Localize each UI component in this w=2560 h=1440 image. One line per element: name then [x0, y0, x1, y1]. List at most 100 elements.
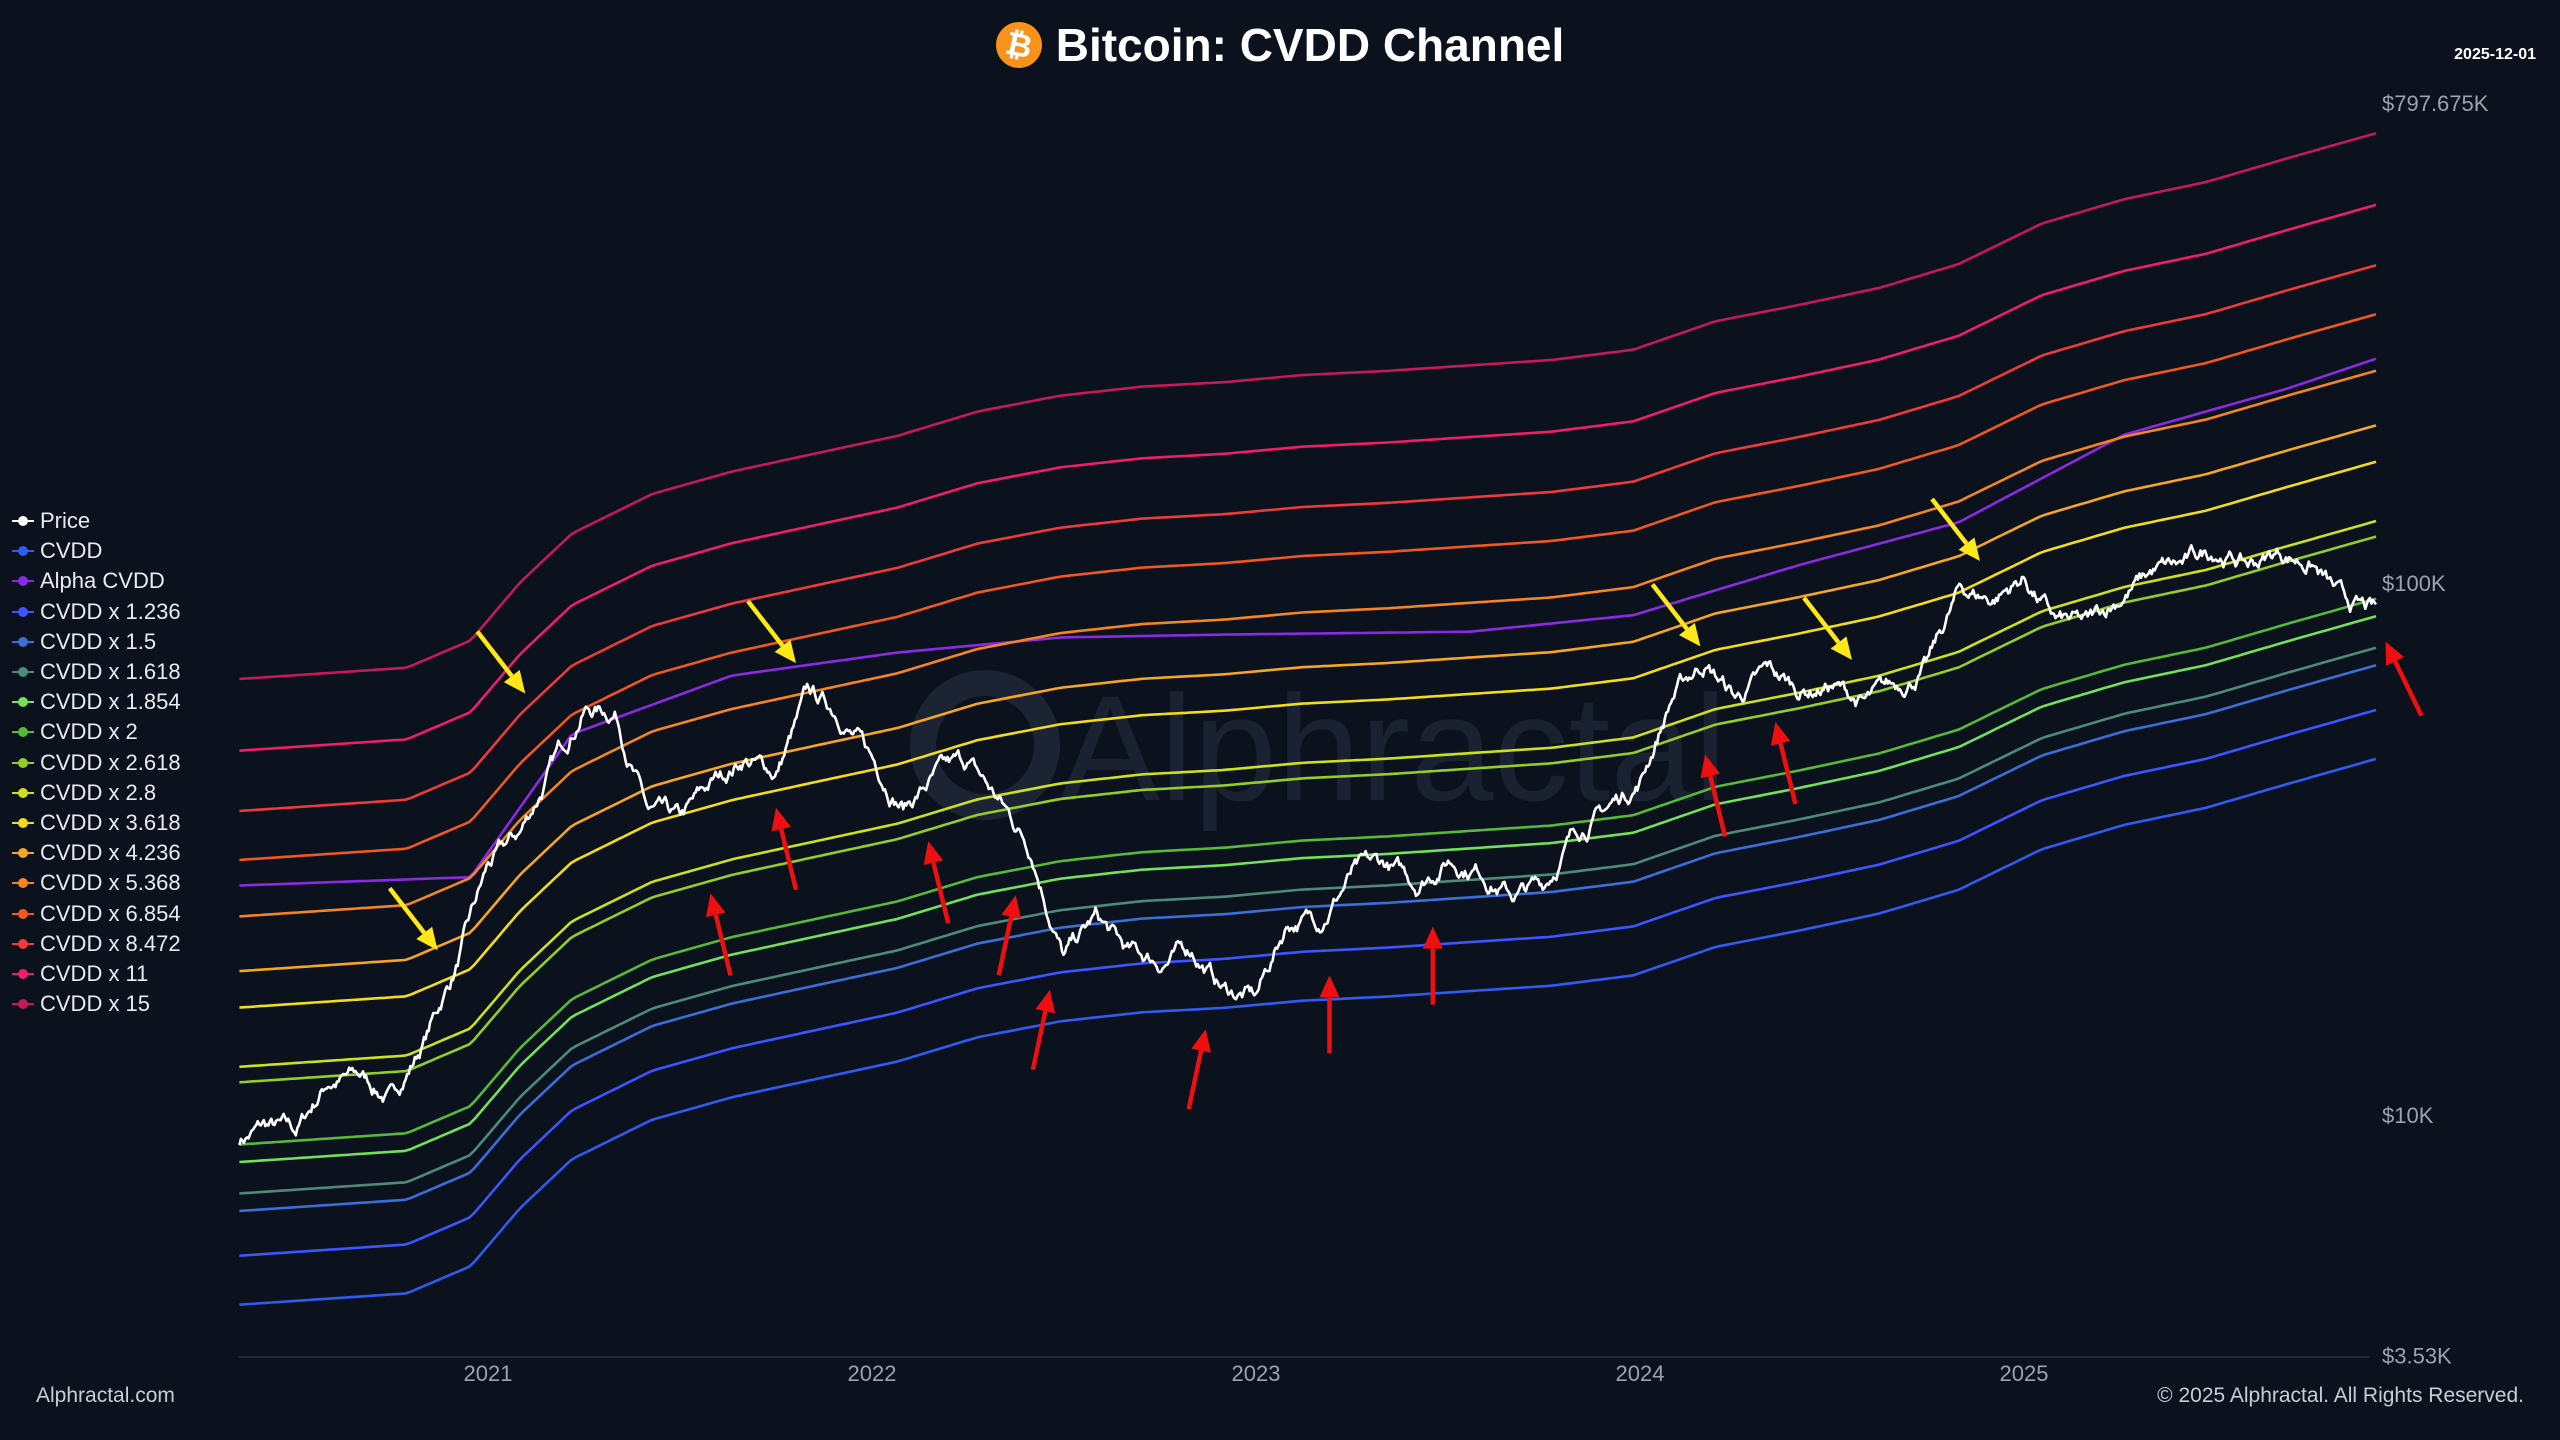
arrow-shaft [713, 914, 733, 976]
legend-marker-icon [12, 545, 34, 557]
annotation-arrow [1802, 596, 1852, 660]
legend-item[interactable]: CVDD [12, 536, 181, 566]
annotation-arrow [1930, 497, 1980, 561]
legend-label: CVDD x 8.472 [40, 930, 181, 956]
x-tick-label: 2024 [1616, 1361, 1665, 1386]
band-line-cvdd-x-4-236 [239, 424, 2377, 973]
legend-marker-icon [12, 515, 34, 527]
legend-marker-icon [12, 998, 34, 1010]
arrow-shaft [475, 630, 514, 678]
annotation-arrow [1770, 721, 1798, 805]
band-line-cvdd [239, 757, 2377, 1306]
legend-item[interactable]: CVDD x 1.236 [12, 597, 181, 627]
arrow-shaft [1650, 583, 1689, 631]
legend-marker-icon [12, 908, 34, 920]
arrow-head [1679, 622, 1701, 647]
band-line-cvdd-x-1-618 [239, 646, 2377, 1195]
legend-item[interactable]: CVDD x 2 [12, 717, 181, 747]
band-line-cvdd-x-2-618 [239, 535, 2377, 1084]
date-stamp: 2025-12-01 [2454, 46, 2536, 63]
legend-marker-icon [12, 636, 34, 648]
arrow-head [1770, 721, 1791, 746]
legend-item[interactable]: CVDD x 3.618 [12, 808, 181, 838]
legend-label: CVDD x 4.236 [40, 840, 181, 866]
band-line-cvdd-x-2-8 [239, 519, 2377, 1069]
band-line-cvdd-x-1-5 [239, 663, 2377, 1213]
annotation-arrow [1700, 754, 1728, 838]
arrow-head [1001, 895, 1021, 919]
chart-title-text: Bitcoin: CVDD Channel [1055, 19, 1565, 71]
legend-item[interactable]: CVDD x 11 [12, 959, 181, 989]
annotation-arrow [923, 841, 951, 924]
annotation-arrow [475, 630, 526, 694]
legend-marker-icon [12, 817, 34, 829]
arrow-head [1422, 926, 1443, 949]
annotation-arrow [996, 895, 1021, 976]
arrow-head [1830, 636, 1852, 660]
arrow-head [771, 807, 791, 832]
arrow-shaft [1708, 775, 1728, 838]
footer-site: Alphractal.com [36, 1384, 175, 1407]
legend-item[interactable]: CVDD x 6.854 [12, 898, 181, 928]
arrow-head [774, 639, 796, 664]
arrow-head [503, 669, 526, 694]
arrow-head [1700, 754, 1720, 779]
legend-label: CVDD x 15 [40, 991, 151, 1017]
annotation-arrow [387, 886, 438, 951]
arrow-shaft [996, 916, 1014, 976]
legend-label: CVDD x 1.854 [40, 689, 181, 715]
legend-item[interactable]: CVDD x 1.618 [12, 657, 181, 687]
annotation-arrow [1030, 989, 1056, 1071]
legend-item[interactable]: CVDD x 2.618 [12, 748, 181, 778]
legend-item[interactable]: CVDD x 8.472 [12, 929, 181, 959]
arrow-head [923, 841, 944, 866]
legend-item[interactable]: CVDD x 4.236 [12, 838, 181, 868]
arrow-head [416, 926, 438, 951]
legend-marker-icon [12, 757, 34, 769]
legend-label: CVDD x 3.618 [40, 809, 181, 835]
arrow-shaft [387, 886, 426, 935]
band-line-cvdd-x-6-854 [239, 312, 2377, 862]
legend-marker-icon [12, 726, 34, 738]
arrow-shaft [1930, 497, 1969, 545]
legend-item[interactable]: CVDD x 1.5 [12, 627, 181, 657]
legend-label: CVDD x 1.5 [40, 628, 157, 654]
x-tick-label: 2025 [2000, 1361, 2049, 1386]
arrow-shaft [1030, 1010, 1048, 1071]
legend-item[interactable]: CVDD x 1.854 [12, 687, 181, 717]
legend-item[interactable]: CVDD x 15 [12, 989, 181, 1019]
legend-label: CVDD [40, 538, 103, 564]
y-tick-label: $3.53K [2382, 1344, 2452, 1369]
arrow-shaft [1186, 1050, 1204, 1110]
watermark: Alphractal [910, 664, 1727, 832]
annotation-arrow [746, 599, 796, 664]
legend-label: CVDD x 5.368 [40, 870, 181, 896]
legend-label: CVDD x 2 [40, 719, 138, 745]
x-tick-label: 2022 [848, 1361, 897, 1386]
legend: Price CVDD Alpha CVDD CVDD x 1.236 CVDD x 1.… [12, 506, 181, 1019]
legend-item[interactable]: Alpha CVDD [12, 566, 181, 596]
legend-item[interactable]: CVDD x 5.368 [12, 868, 181, 898]
legend-label: Price [40, 508, 91, 534]
band-line-cvdd-x-1-236 [239, 708, 2377, 1257]
legend-item[interactable]: CVDD x 2.8 [12, 778, 181, 808]
arrow-shaft [931, 862, 951, 924]
legend-marker-icon [12, 696, 34, 708]
arrow-shaft [2393, 660, 2424, 717]
y-tick-label: $100K [2382, 571, 2446, 596]
legend-label: CVDD x 1.618 [40, 659, 181, 685]
legend-marker-icon [12, 847, 34, 859]
legend-marker-icon [12, 666, 34, 678]
arrow-shaft [779, 828, 799, 891]
legend-marker-icon [12, 575, 34, 587]
arrow-head [2385, 641, 2405, 666]
band-line-cvdd-x-15 [239, 131, 2377, 681]
legend-item[interactable]: Price [12, 506, 181, 536]
legend-label: Alpha CVDD [40, 568, 165, 594]
legend-label: CVDD x 6.854 [40, 900, 181, 926]
annotation-arrow [1319, 975, 1340, 1054]
legend-label: CVDD x 2.618 [40, 749, 181, 775]
y-tick-label: $10K [2382, 1103, 2434, 1128]
footer-copyright: © 2025 Alphractal. All Rights Reserved. [2157, 1384, 2524, 1407]
